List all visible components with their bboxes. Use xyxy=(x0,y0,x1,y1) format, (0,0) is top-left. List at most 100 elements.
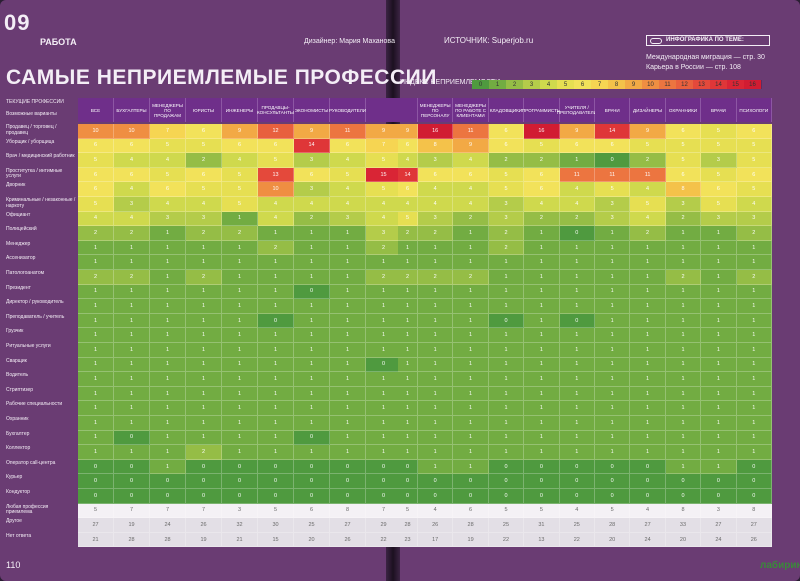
heatmap-cell: 1 xyxy=(559,430,595,446)
row-label: Директор / руководитель xyxy=(6,299,64,306)
heatmap-cell: 5 xyxy=(488,182,525,197)
heatmap-cell: 1 xyxy=(665,445,702,460)
heatmap-cell: 1 xyxy=(736,401,772,416)
heatmap-cell: 0 xyxy=(398,459,418,475)
heatmap-cell: 3 xyxy=(418,211,454,227)
heatmap-cell: 1 xyxy=(418,240,454,256)
heatmap-cell: 1 xyxy=(524,226,560,241)
heatmap-cell: 1 xyxy=(665,313,702,329)
heatmap-cell: 1 xyxy=(186,357,222,373)
heatmap-cell: 1 xyxy=(630,416,666,431)
heatmap-cell: 0 xyxy=(665,474,702,489)
heatmap-cell: 1 xyxy=(222,313,258,329)
heatmap-cell: 6 xyxy=(222,138,258,154)
heatmap-cell: 15 xyxy=(366,167,402,183)
legend-step-1: 1 xyxy=(489,80,507,89)
heatmap-cell: 1 xyxy=(114,343,150,358)
heatmap-cell: 1 xyxy=(150,226,186,241)
heatmap-cell: 5 xyxy=(186,138,222,154)
heatmap-cell: 0 xyxy=(330,474,366,489)
heatmap-cell: 0 xyxy=(630,489,666,504)
heatmap-cell: 0 xyxy=(114,474,150,489)
column-header: ИНЖЕНЕРЫ xyxy=(222,98,258,122)
heatmap-cell: 11 xyxy=(330,124,366,139)
heatmap-cell: 1 xyxy=(78,357,114,373)
heatmap-cell: 0 xyxy=(366,474,402,489)
topic-line-2: Карьера в России — стр. 108 xyxy=(646,64,741,71)
heatmap-cell: 4 xyxy=(114,153,150,168)
row-label: Бухгалтер xyxy=(6,430,30,437)
topics-box xyxy=(646,35,770,46)
heatmap-cell: 5 xyxy=(736,182,772,197)
heatmap-cell: 0 xyxy=(418,474,454,489)
heatmap-cell: 22 xyxy=(488,532,525,548)
heatmap-cell: 0 xyxy=(150,474,186,489)
heatmap-cell: 0 xyxy=(186,459,222,475)
row-label: Проститутка / интимные услуги xyxy=(6,167,63,180)
heatmap-cell: 11 xyxy=(453,124,489,139)
heatmap-cell: 0 xyxy=(630,459,666,475)
watermark: лабиринт.ру xyxy=(760,560,800,571)
heatmap-cell: 0 xyxy=(559,474,595,489)
heatmap-cell: 1 xyxy=(524,270,560,285)
heatmap-cell: 1 xyxy=(78,313,114,329)
heatmap-cell: 5 xyxy=(258,503,294,519)
row-label: Президент xyxy=(6,284,31,291)
heatmap-cell: 2 xyxy=(258,240,294,256)
row-label: Официант xyxy=(6,211,31,218)
heatmap-cell: 0 xyxy=(222,459,258,475)
heatmap-cell: 5 xyxy=(701,167,737,183)
heatmap-cell: 1 xyxy=(524,328,560,343)
heatmap-cell: 7 xyxy=(150,503,186,519)
heatmap-cell: 1 xyxy=(559,401,595,416)
heatmap-cell: 0 xyxy=(294,459,330,475)
heatmap-cell: 1 xyxy=(150,255,186,270)
heatmap-cell: 1 xyxy=(222,445,258,460)
heatmap-cell: 1 xyxy=(736,313,772,329)
heatmap-cell: 1 xyxy=(114,372,150,387)
heatmap-cell: 1 xyxy=(330,226,366,241)
heatmap-cell: 11 xyxy=(630,167,666,183)
heatmap-cell: 1 xyxy=(186,386,222,402)
heatmap-cell: 1 xyxy=(330,313,366,329)
heatmap-cell: 0 xyxy=(294,489,330,504)
heatmap-cell: 1 xyxy=(418,430,454,446)
heatmap-cell: 27 xyxy=(736,518,772,533)
heatmap-cell: 1 xyxy=(78,416,114,431)
heatmap-cell: 0 xyxy=(330,459,366,475)
heatmap-cell: 0 xyxy=(524,489,560,504)
heatmap-cell: 10 xyxy=(78,124,114,139)
legend-step-12: 12 xyxy=(676,80,694,89)
heatmap-cell: 1 xyxy=(488,430,525,446)
heatmap-cell: 1 xyxy=(366,299,402,314)
heatmap-cell: 1 xyxy=(736,445,772,460)
heatmap-cell: 5 xyxy=(330,167,366,183)
heatmap-cell: 5 xyxy=(186,182,222,197)
heatmap-cell: 2 xyxy=(736,270,772,285)
heatmap-cell: 3 xyxy=(595,211,631,227)
column-header xyxy=(366,98,402,122)
heatmap-cell: 1 xyxy=(294,386,330,402)
row-label: Врач / медицинский работник xyxy=(6,153,75,160)
heatmap-cell: 1 xyxy=(294,328,330,343)
heatmap-cell: 4 xyxy=(559,182,595,197)
legend-step-9: 9 xyxy=(625,80,643,89)
legend-step-14: 14 xyxy=(710,80,728,89)
heatmap-cell: 3 xyxy=(330,211,366,227)
heatmap-cell: 3 xyxy=(222,503,258,519)
heatmap-cell: 6 xyxy=(736,167,772,183)
heatmap-cell: 0 xyxy=(736,489,772,504)
heatmap-cell: 1 xyxy=(630,343,666,358)
heatmap-cell: 1 xyxy=(258,357,294,373)
heatmap-cell: 9 xyxy=(559,124,595,139)
heatmap-cell: 3 xyxy=(595,197,631,212)
heatmap-cell: 1 xyxy=(398,343,418,358)
heatmap-cell: 5 xyxy=(701,138,737,154)
heatmap-cell: 1 xyxy=(736,284,772,300)
heatmap-cell: 1 xyxy=(294,416,330,431)
heatmap-cell: 1 xyxy=(630,445,666,460)
heatmap-cell: 1 xyxy=(736,430,772,446)
heatmap-cell: 4 xyxy=(150,197,186,212)
heatmap-cell: 26 xyxy=(330,532,366,548)
heatmap-cell: 1 xyxy=(630,386,666,402)
